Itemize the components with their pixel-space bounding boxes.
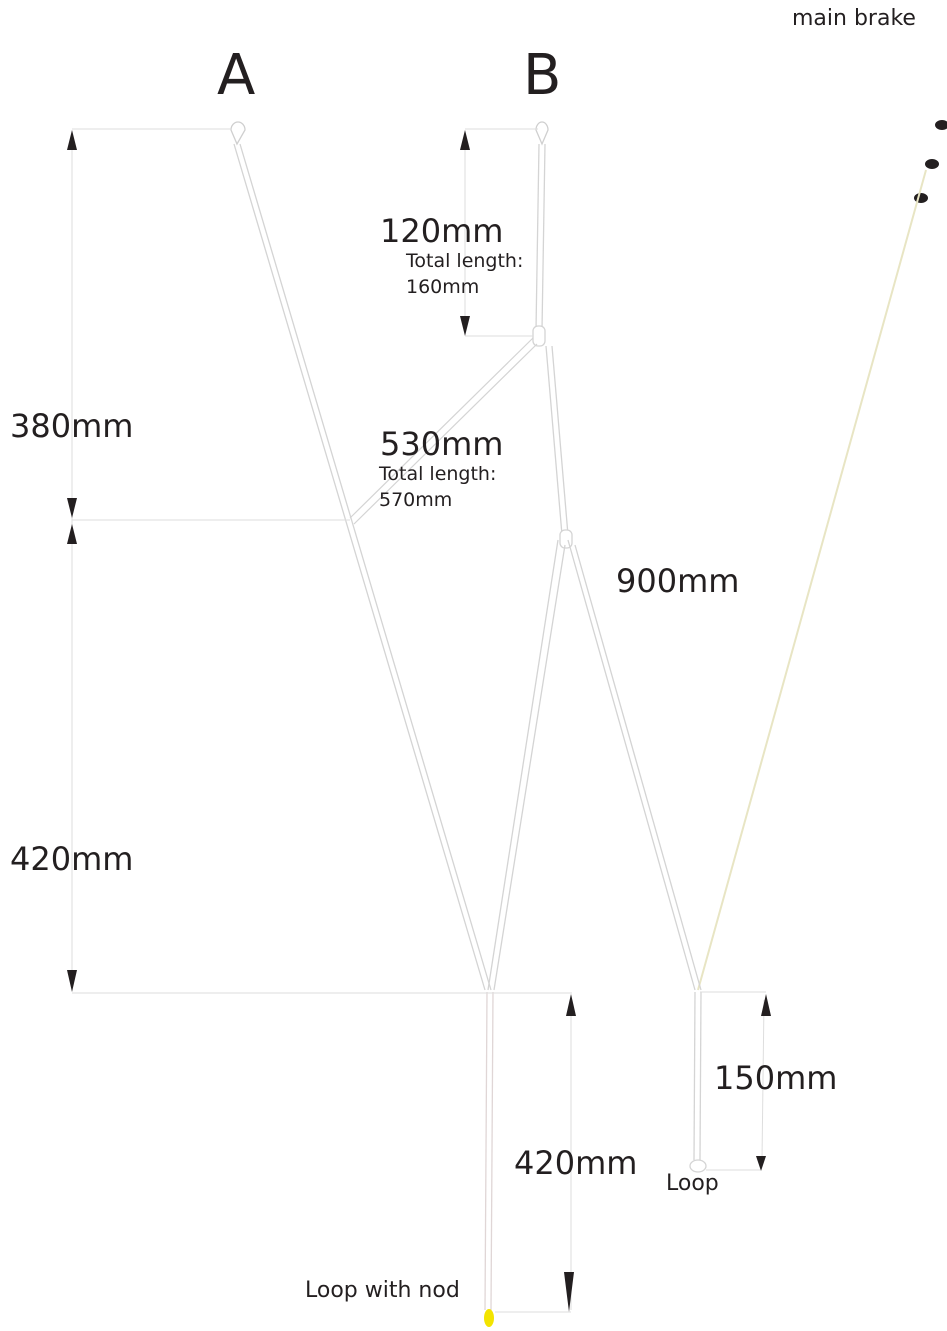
bottom-dimension: 420mm [514,1144,638,1182]
nod [484,1309,494,1327]
b-top-total-label: Total length: [406,250,524,272]
brake-dot [935,120,947,130]
line-b-lower [487,345,702,991]
main-brake-group [697,120,947,991]
a-lower-dimension: 420mm [10,840,134,878]
cascade-total-value: 570mm [379,489,453,511]
line-a [230,121,492,991]
brake-line [697,169,927,991]
main-brake-label: main brake [792,6,916,31]
main-lower-line [484,991,494,1311]
loop-label: Loop [666,1171,719,1196]
loop-dimension: 150mm [714,1059,838,1097]
line-b-top [532,121,549,347]
brake-dot [925,159,939,169]
b-top-total-value: 160mm [406,276,480,298]
cascade-line [349,337,538,525]
a-upper-dimension: 380mm [10,407,134,445]
b-top-dimension: 120mm [380,212,504,250]
cascade-total-label: Total length: [379,463,497,485]
brake-dot [914,193,928,203]
cascade-dimension: 530mm [380,425,504,463]
dimension-arrows [67,130,771,1312]
dimension-lines [71,128,766,1313]
right-loop-line [689,991,707,1173]
label-a: A [217,43,256,108]
loop-with-nod-label: Loop with nod [305,1278,460,1303]
b-lower-dimension: 900mm [616,562,740,600]
label-b: B [523,43,562,108]
